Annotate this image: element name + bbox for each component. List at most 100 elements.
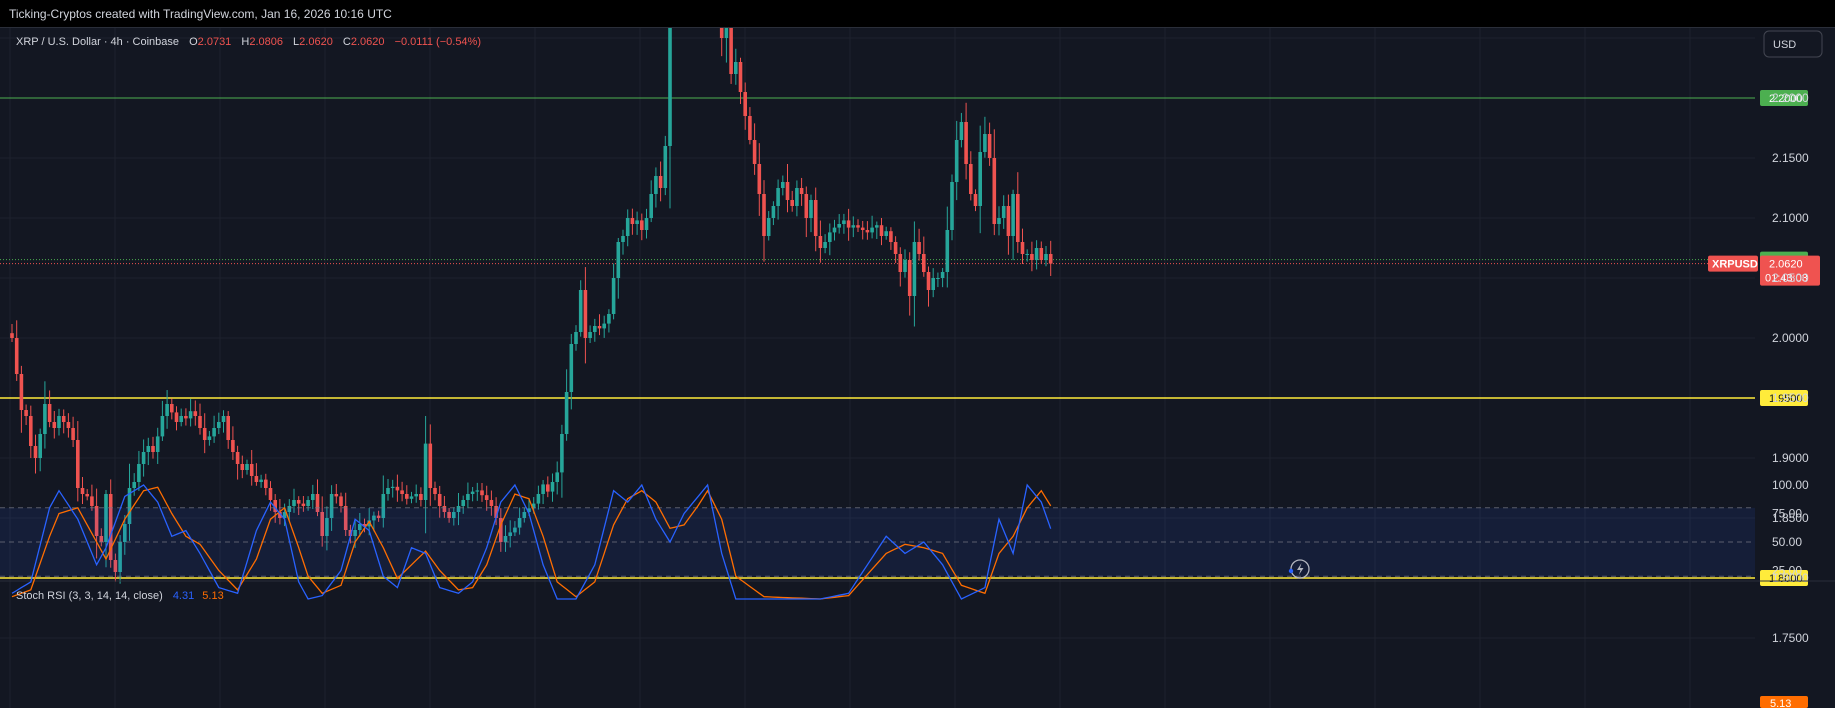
candle-body[interactable] xyxy=(795,188,799,206)
candle[interactable] xyxy=(202,413,207,454)
candle[interactable] xyxy=(846,208,851,241)
candle-body[interactable] xyxy=(611,278,616,314)
candle-body[interactable] xyxy=(123,524,127,542)
candle-body[interactable] xyxy=(560,434,564,473)
candle[interactable] xyxy=(635,211,639,235)
candle[interactable] xyxy=(423,416,428,534)
candle[interactable] xyxy=(221,410,226,433)
candle[interactable] xyxy=(1006,194,1011,255)
candle-body[interactable] xyxy=(635,220,639,224)
candle[interactable] xyxy=(38,428,42,472)
candle[interactable] xyxy=(517,507,522,535)
candle[interactable] xyxy=(71,416,75,447)
candle-body[interactable] xyxy=(846,220,851,228)
candle-body[interactable] xyxy=(997,218,1001,224)
lightning-icon[interactable] xyxy=(1288,559,1310,579)
candle-body[interactable] xyxy=(1034,248,1039,260)
candle-body[interactable] xyxy=(372,515,376,521)
candle-body[interactable] xyxy=(118,542,122,572)
candle-body[interactable] xyxy=(724,28,729,38)
candle[interactable] xyxy=(757,143,762,216)
candle-body[interactable] xyxy=(160,416,165,437)
candle[interactable] xyxy=(470,487,475,502)
candle[interactable] xyxy=(611,263,616,320)
candle[interactable] xyxy=(856,219,860,232)
candle-body[interactable] xyxy=(29,416,33,446)
candle-body[interactable] xyxy=(889,231,893,242)
candle[interactable] xyxy=(987,122,992,166)
candle-body[interactable] xyxy=(85,494,89,497)
candle[interactable] xyxy=(240,455,245,479)
currency-button-label[interactable]: USD xyxy=(1773,39,1796,51)
candle-body[interactable] xyxy=(663,146,668,188)
candle-body[interactable] xyxy=(738,62,743,92)
symbol-legend[interactable]: XRP / U.S. Dollar · 4h · Coinbase O2.073… xyxy=(16,36,481,48)
candle-body[interactable] xyxy=(903,260,907,272)
candle-body[interactable] xyxy=(922,254,926,272)
candle[interactable] xyxy=(917,228,921,261)
candle-body[interactable] xyxy=(47,404,52,422)
candle-body[interactable] xyxy=(1044,254,1048,260)
candle-body[interactable] xyxy=(43,404,47,434)
candle[interactable] xyxy=(217,412,221,435)
candle[interactable] xyxy=(306,496,310,511)
candle-body[interactable] xyxy=(658,176,663,188)
candle-body[interactable] xyxy=(912,242,917,296)
candle-body[interactable] xyxy=(127,488,132,524)
candle[interactable] xyxy=(193,400,198,426)
candle-body[interactable] xyxy=(621,236,625,242)
candle[interactable] xyxy=(1030,241,1034,272)
candle-body[interactable] xyxy=(71,428,75,440)
candle[interactable] xyxy=(499,508,503,552)
candle-body[interactable] xyxy=(776,188,780,206)
candle[interactable] xyxy=(386,478,390,501)
candle[interactable] xyxy=(828,223,832,256)
candle[interactable] xyxy=(950,174,954,241)
candle-body[interactable] xyxy=(607,314,611,324)
candle-body[interactable] xyxy=(165,404,169,416)
candle[interactable] xyxy=(602,315,606,338)
candle[interactable] xyxy=(315,479,320,517)
candle[interactable] xyxy=(43,381,47,449)
candle-body[interactable] xyxy=(343,506,348,530)
candle[interactable] xyxy=(1039,241,1044,264)
candle[interactable] xyxy=(607,309,611,333)
candle-body[interactable] xyxy=(155,436,160,452)
candle-body[interactable] xyxy=(550,482,555,492)
candle[interactable] xyxy=(245,459,249,475)
candle-body[interactable] xyxy=(461,500,465,506)
candle-body[interactable] xyxy=(273,500,277,512)
candle-body[interactable] xyxy=(320,512,324,536)
candle[interactable] xyxy=(541,479,545,505)
candle-body[interactable] xyxy=(80,488,85,494)
candle[interactable] xyxy=(766,211,771,241)
candle-body[interactable] xyxy=(893,242,898,254)
candle-body[interactable] xyxy=(146,446,151,452)
candle-body[interactable] xyxy=(113,560,118,572)
candle[interactable] xyxy=(437,485,442,518)
candle[interactable] xyxy=(85,489,89,501)
candle-body[interactable] xyxy=(1030,254,1034,260)
candle-body[interactable] xyxy=(259,479,263,482)
candle[interactable] xyxy=(118,535,122,584)
candle[interactable] xyxy=(113,553,118,582)
candle-body[interactable] xyxy=(442,506,447,512)
candle-body[interactable] xyxy=(292,500,296,506)
candle-body[interactable] xyxy=(395,486,400,491)
candle[interactable] xyxy=(583,267,588,364)
candle-body[interactable] xyxy=(630,218,635,224)
candle[interactable] xyxy=(47,390,52,428)
candle-body[interactable] xyxy=(52,422,57,428)
candle-body[interactable] xyxy=(221,416,226,422)
candle-body[interactable] xyxy=(837,224,841,228)
candle-body[interactable] xyxy=(66,422,71,428)
candle[interactable] xyxy=(719,28,724,57)
candle-body[interactable] xyxy=(531,503,536,509)
candle-body[interactable] xyxy=(931,278,935,290)
candle-body[interactable] xyxy=(311,494,315,500)
candle-body[interactable] xyxy=(132,482,136,488)
candle[interactable] xyxy=(926,266,931,307)
candle[interactable] xyxy=(668,28,672,209)
candle[interactable] xyxy=(235,445,240,480)
candle[interactable] xyxy=(771,201,776,226)
